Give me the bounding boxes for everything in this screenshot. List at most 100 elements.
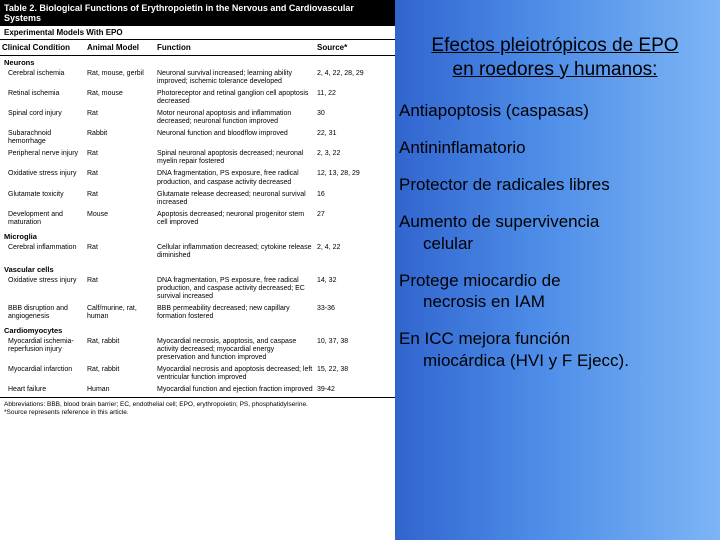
table-section-header: Cardiomyocytes	[0, 324, 395, 337]
overlay-item: Protege miocardio denecrosis en IAM	[395, 270, 715, 313]
table-row: Development and maturationMouseApoptosis…	[0, 210, 395, 230]
table-row: Oxidative stress injuryRatDNA fragmentat…	[0, 276, 395, 304]
overlay-item-subtext: celular	[399, 233, 715, 254]
cell-condition: Subarachnoid hemorrhage	[0, 129, 85, 149]
cell-source: 11, 22	[315, 89, 375, 109]
cell-source: 12, 13, 28, 29	[315, 169, 375, 189]
overlay-item-text: Protege miocardio de	[399, 271, 561, 290]
overlay-item-text: Aumento de supervivencia	[399, 212, 599, 231]
cell-condition: Oxidative stress injury	[0, 276, 85, 304]
overlay-item-text: En ICC mejora función	[399, 329, 570, 348]
cell-function: Spinal neuronal apoptosis decreased; neu…	[155, 149, 315, 169]
overlay-item-text: Antininflamatorio	[399, 138, 526, 157]
cell-function: Apoptosis decreased; neuronal progenitor…	[155, 210, 315, 230]
cell-source: 33-36	[315, 304, 375, 324]
cell-condition: Myocardial infarction	[0, 365, 85, 385]
overlay-item: Antininflamatorio	[395, 137, 715, 158]
cell-function: Myocardial necrosis and apoptosis decrea…	[155, 365, 315, 385]
table-row: Cerebral inflammationRatCellular inflamm…	[0, 243, 395, 263]
overlay-item: Protector de radicales libres	[395, 174, 715, 195]
cell-condition: Development and maturation	[0, 210, 85, 230]
overlay-item-text: Antiapoptosis (caspasas)	[399, 101, 589, 120]
cell-source: 2, 4, 22	[315, 243, 375, 263]
cell-model: Rat	[85, 276, 155, 304]
cell-function: Photoreceptor and retinal ganglion cell …	[155, 89, 315, 109]
cell-model: Rat	[85, 149, 155, 169]
cell-function: Neuronal survival increased; learning ab…	[155, 69, 315, 89]
table-section-header: Microglia	[0, 230, 395, 243]
table-row: Glutamate toxicityRatGlutamate release d…	[0, 190, 395, 210]
table-row: Peripheral nerve injuryRatSpinal neurona…	[0, 149, 395, 169]
cell-function: BBB permeability decreased; new capillar…	[155, 304, 315, 324]
cell-model: Rat	[85, 190, 155, 210]
cell-condition: Peripheral nerve injury	[0, 149, 85, 169]
table-section-header: Neurons	[0, 56, 395, 69]
overlay-item-subtext: necrosis en IAM	[399, 291, 715, 312]
table-row: Myocardial ischemia-reperfusion injuryRa…	[0, 337, 395, 365]
col-function: Function	[155, 40, 315, 55]
table-row: Subarachnoid hemorrhageRabbitNeuronal fu…	[0, 129, 395, 149]
cell-model: Rat	[85, 243, 155, 263]
cell-condition: Cerebral inflammation	[0, 243, 85, 263]
cell-source: 10, 37, 38	[315, 337, 375, 365]
cell-condition: Glutamate toxicity	[0, 190, 85, 210]
cell-model: Mouse	[85, 210, 155, 230]
cell-condition: Retinal ischemia	[0, 89, 85, 109]
table-row: Retinal ischemiaRat, mousePhotoreceptor …	[0, 89, 395, 109]
cell-source: 30	[315, 109, 375, 129]
effects-overlay: Efectos pleiotrópicos de EPO en roedores…	[395, 34, 715, 387]
cell-function: DNA fragmentation, PS exposure, free rad…	[155, 169, 315, 189]
cell-source: 39-42	[315, 385, 375, 397]
cell-condition: Spinal cord injury	[0, 109, 85, 129]
cell-model: Rat, mouse	[85, 89, 155, 109]
cell-function: Myocardial function and ejection fractio…	[155, 385, 315, 397]
col-source: Source*	[315, 40, 375, 55]
table-row: Myocardial infarctionRat, rabbitMyocardi…	[0, 365, 395, 385]
cell-function: Motor neuronal apoptosis and inflammatio…	[155, 109, 315, 129]
cell-source: 16	[315, 190, 375, 210]
col-model: Animal Model	[85, 40, 155, 55]
epo-table: Table 2. Biological Functions of Erythro…	[0, 0, 395, 540]
cell-function: DNA fragmentation, PS exposure, free rad…	[155, 276, 315, 304]
cell-source: 2, 4, 22, 28, 29	[315, 69, 375, 89]
table-row: BBB disruption and angiogenesisCalf/muri…	[0, 304, 395, 324]
cell-function: Cellular inflammation decreased; cytokin…	[155, 243, 315, 263]
cell-condition: Myocardial ischemia-reperfusion injury	[0, 337, 85, 365]
cell-model: Rat	[85, 169, 155, 189]
table-row: Oxidative stress injuryRatDNA fragmentat…	[0, 169, 395, 189]
table-abbreviations: Abbreviations: BBB, blood brain barrier;…	[0, 397, 395, 420]
col-condition: Clinical Condition	[0, 40, 85, 55]
overlay-item: En ICC mejora función miocárdica (HVI y F…	[395, 328, 715, 371]
overlay-items: Antiapoptosis (caspasas) Antininflamatori…	[395, 100, 715, 371]
table-row: Spinal cord injuryRatMotor neuronal apop…	[0, 109, 395, 129]
table-section-header: Vascular cells	[0, 263, 395, 276]
cell-source: 22, 31	[315, 129, 375, 149]
table-title: Table 2. Biological Functions of Erythro…	[0, 0, 395, 26]
overlay-item-text: Protector de radicales libres	[399, 175, 610, 194]
cell-function: Neuronal function and bloodflow improved	[155, 129, 315, 149]
cell-model: Human	[85, 385, 155, 397]
cell-model: Rat, rabbit	[85, 337, 155, 365]
overlay-item: Antiapoptosis (caspasas)	[395, 100, 715, 121]
cell-function: Glutamate release decreased; neuronal su…	[155, 190, 315, 210]
table-row: Cerebral ischemiaRat, mouse, gerbilNeuro…	[0, 69, 395, 89]
table-row: Heart failureHumanMyocardial function an…	[0, 385, 395, 397]
overlay-item: Aumento de supervivencia celular	[395, 211, 715, 254]
cell-source: 2, 3, 22	[315, 149, 375, 169]
cell-model: Rabbit	[85, 129, 155, 149]
cell-function: Myocardial necrosis, apoptosis, and casp…	[155, 337, 315, 365]
overlay-title: Efectos pleiotrópicos de EPO en roedores…	[395, 34, 715, 82]
table-super-header: Experimental Models With EPO	[0, 26, 395, 40]
cell-model: Rat, rabbit	[85, 365, 155, 385]
overlay-title-line2: en roedores y humanos:	[453, 59, 658, 80]
overlay-title-line1: Efectos pleiotrópicos de EPO	[431, 35, 678, 56]
overlay-item-subtext: miocárdica (HVI y F Ejecc).	[399, 350, 715, 371]
cell-source: 27	[315, 210, 375, 230]
cell-model: Rat, mouse, gerbil	[85, 69, 155, 89]
cell-model: Calf/murine, rat, human	[85, 304, 155, 324]
cell-model: Rat	[85, 109, 155, 129]
cell-condition: Cerebral ischemia	[0, 69, 85, 89]
cell-condition: BBB disruption and angiogenesis	[0, 304, 85, 324]
cell-source: 15, 22, 38	[315, 365, 375, 385]
cell-condition: Oxidative stress injury	[0, 169, 85, 189]
